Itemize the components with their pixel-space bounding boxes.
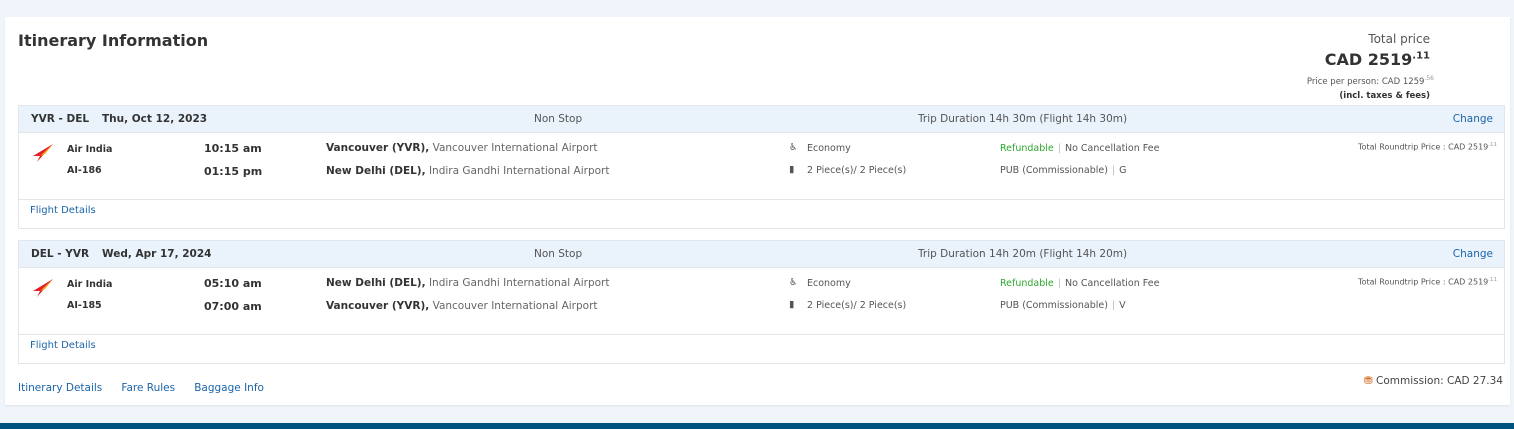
stops: Non Stop <box>534 113 583 125</box>
departure-airport: Vancouver (YVR), Vancouver International… <box>326 142 598 154</box>
bottom-bar <box>0 423 1514 429</box>
flight-number: AI-186 <box>67 165 102 176</box>
baggage: 2 Piece(s)/ 2 Piece(s) <box>807 165 907 176</box>
total-roundtrip-price: Total Roundtrip Price : CAD 2519.11 <box>1358 142 1497 152</box>
route: DEL - YVR <box>31 248 90 260</box>
flight-details-link[interactable]: Flight Details <box>30 205 96 216</box>
date: Wed, Apr 17, 2024 <box>102 248 212 260</box>
cabin-class: Economy <box>807 143 851 154</box>
cabin-class: Economy <box>807 278 851 289</box>
commission: ⛃ Commission: CAD 27.34 <box>1363 375 1503 387</box>
segment-header: DEL - YVR Wed, Apr 17, 2024 Non Stop Tri… <box>19 241 1504 267</box>
itinerary-card: Itinerary Information Total price CAD 25… <box>5 17 1510 405</box>
arrival-airport: New Delhi (DEL), Indira Gandhi Internati… <box>326 165 610 177</box>
airline-name: Air India <box>67 144 113 155</box>
coins-icon: ⛃ <box>1363 375 1373 387</box>
change-link[interactable]: Change <box>1452 248 1493 260</box>
price-per-person: Price per person: CAD 1259.56 <box>1306 75 1434 87</box>
trip-duration: Trip Duration 14h 30m (Flight 14h 30m) <box>918 113 1128 125</box>
flight-segment: YVR - DEL Thu, Oct 12, 2023 Non Stop Tri… <box>18 105 1505 229</box>
fare-rules-link[interactable]: Fare Rules <box>121 382 176 394</box>
baggage: 2 Piece(s)/ 2 Piece(s) <box>807 300 907 311</box>
arrival-time: 01:15 pm <box>204 165 263 178</box>
itinerary-details-link[interactable]: Itinerary Details <box>18 382 103 394</box>
air-india-logo-icon <box>33 279 53 297</box>
arrival-airport: Vancouver (YVR), Vancouver International… <box>326 300 598 312</box>
flight-number: AI-185 <box>67 300 102 311</box>
flight-segment: DEL - YVR Wed, Apr 17, 2024 Non Stop Tri… <box>18 240 1505 364</box>
segment-header: YVR - DEL Thu, Oct 12, 2023 Non Stop Tri… <box>19 106 1504 132</box>
baggage-info-link[interactable]: Baggage Info <box>194 382 264 394</box>
luggage-icon: ▮ <box>789 164 795 175</box>
total-price-label: Total price <box>1368 32 1430 46</box>
total-price: CAD 2519.11 <box>1324 50 1430 69</box>
departure-time: 10:15 am <box>204 142 262 155</box>
flight-details-link[interactable]: Flight Details <box>30 340 96 351</box>
departure-time: 05:10 am <box>204 277 262 290</box>
seat-icon: ♿ <box>789 142 798 153</box>
stops: Non Stop <box>534 248 583 260</box>
segment-body: Air India AI-186 10:15 am 01:15 pm Vanco… <box>19 132 1504 200</box>
trip-duration: Trip Duration 14h 20m (Flight 14h 20m) <box>918 248 1128 260</box>
fare-type: PUB (Commissionable) | G <box>1000 165 1127 176</box>
airline-name: Air India <box>67 279 113 290</box>
footer-links: Itinerary Details Fare Rules Baggage Inf… <box>18 376 264 395</box>
departure-airport: New Delhi (DEL), Indira Gandhi Internati… <box>326 277 610 289</box>
segment-body: Air India AI-185 05:10 am 07:00 am New D… <box>19 267 1504 335</box>
seat-icon: ♿ <box>789 277 798 288</box>
page-title: Itinerary Information <box>18 31 209 50</box>
arrival-time: 07:00 am <box>204 300 262 313</box>
fare-type: PUB (Commissionable) | V <box>1000 300 1126 311</box>
refund-status: Refundable | No Cancellation Fee <box>1000 143 1160 154</box>
change-link[interactable]: Change <box>1452 113 1493 125</box>
air-india-logo-icon <box>33 144 53 162</box>
total-roundtrip-price: Total Roundtrip Price : CAD 2519.11 <box>1358 277 1497 287</box>
date: Thu, Oct 12, 2023 <box>102 113 208 125</box>
incl-taxes: (incl. taxes & fees) <box>1339 91 1430 101</box>
luggage-icon: ▮ <box>789 299 795 310</box>
route: YVR - DEL <box>31 113 90 125</box>
refund-status: Refundable | No Cancellation Fee <box>1000 278 1160 289</box>
